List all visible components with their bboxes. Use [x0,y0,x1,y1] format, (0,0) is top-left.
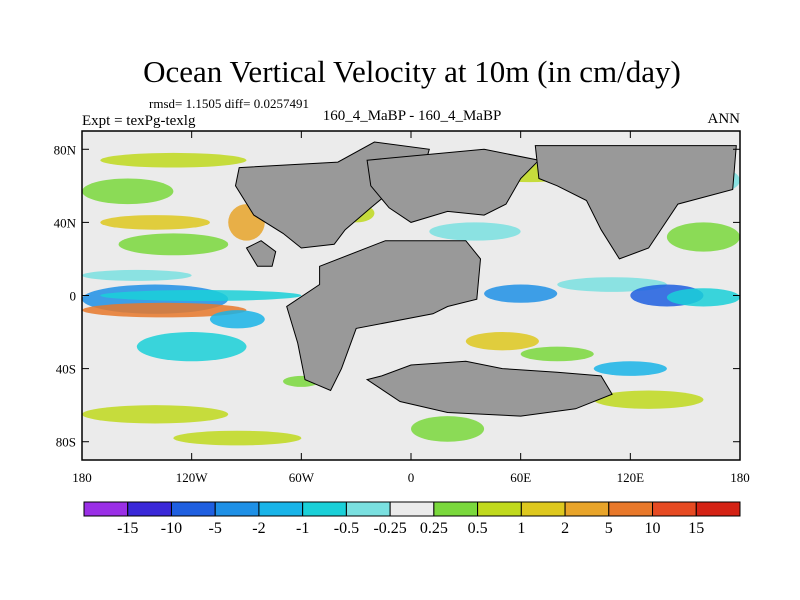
colorbar-label: 5 [605,520,613,537]
field-patch [557,277,667,292]
y-tick-label: 40N [54,215,77,230]
colorbar-label: 10 [645,520,661,537]
y-tick-label: 40S [56,362,76,377]
land-mass [245,240,277,267]
velocity-field [82,152,740,446]
colorbar-label: -10 [161,520,182,537]
field-patch [209,310,265,329]
field-patch [100,152,247,168]
x-tick-label: 180 [72,470,92,485]
colorbar-swatch [170,501,216,517]
colorbar: -15 -10 -5 -2 -1 -0.5 -0.25 0.25 0.5 1 2 5 10 15 [83,501,741,537]
field-patch [520,346,594,362]
y-axis: 80N 40N 0 40S 80S [54,142,740,450]
field-patch [82,269,192,281]
colorbar-swatch [564,501,610,517]
y-tick-label: 80N [54,142,77,157]
colorbar-label: 2 [561,520,569,537]
x-tick-label: 120E [617,470,645,485]
colorbar-swatch [477,501,522,517]
colorbar-swatch [258,501,304,517]
colorbar-label: -2 [252,520,265,537]
field-patch [82,405,229,424]
field-patch [593,390,704,409]
field-patch [465,332,539,351]
field-patch [82,302,247,318]
colorbar-swatch [433,501,479,517]
x-tick-label: 60E [510,470,531,485]
colorbar-label: -15 [117,520,138,537]
colorbar-swatch [83,501,129,517]
field-patch [118,233,229,256]
field-patch [666,222,740,252]
colorbar-swatch [345,501,391,517]
case-label: 160_4_MaBP - 160_4_MaBP [323,108,502,124]
field-patch [666,288,740,307]
field-patch [173,430,302,446]
x-tick-label: 120W [176,470,209,485]
map-plot-area [81,130,741,461]
x-tick-label: 180 [730,470,750,485]
colorbar-swatch [389,501,435,517]
field-patch [100,290,302,301]
land-mass [365,360,613,417]
colorbar-swatch [520,501,566,517]
colorbar-label: 15 [688,520,704,537]
colorbar-label: -0.25 [373,520,406,537]
land-mask [234,141,737,417]
colorbar-swatch [652,501,697,517]
colorbar-label: -5 [209,520,222,537]
land-mass [286,240,482,392]
stats-label: rmsd= 1.1505 diff= 0.0257491 [149,96,309,111]
season-label: ANN [708,111,741,127]
land-mass [534,145,737,260]
x-axis: 180 120W 60W 0 60E 120E 180 [72,131,750,485]
colorbar-label: 0.25 [420,520,448,537]
y-tick-label: 80S [56,435,76,450]
experiment-label: Expt = texPg-texlg [82,113,196,129]
colorbar-label: 1 [517,520,525,537]
field-patch [429,222,521,241]
x-tick-label: 60W [289,470,315,485]
field-patch [100,215,210,230]
field-patch [136,332,247,362]
y-tick-label: 0 [70,289,77,304]
colorbar-label: -0.5 [334,520,359,537]
field-patch [82,178,174,205]
x-tick-label: 0 [408,470,415,485]
land-mass [366,148,540,223]
colorbar-swatch [214,501,260,517]
chart-title: Ocean Vertical Velocity at 10m (in cm/da… [143,54,681,89]
colorbar-label: -1 [296,520,309,537]
colorbar-swatch [302,501,347,517]
colorbar-swatch [608,501,654,517]
field-patch [593,361,667,376]
colorbar-label: 0.5 [468,520,488,537]
colorbar-swatch [695,501,741,517]
field-patch [484,284,558,303]
colorbar-swatch [127,501,172,517]
field-patch [411,416,485,442]
